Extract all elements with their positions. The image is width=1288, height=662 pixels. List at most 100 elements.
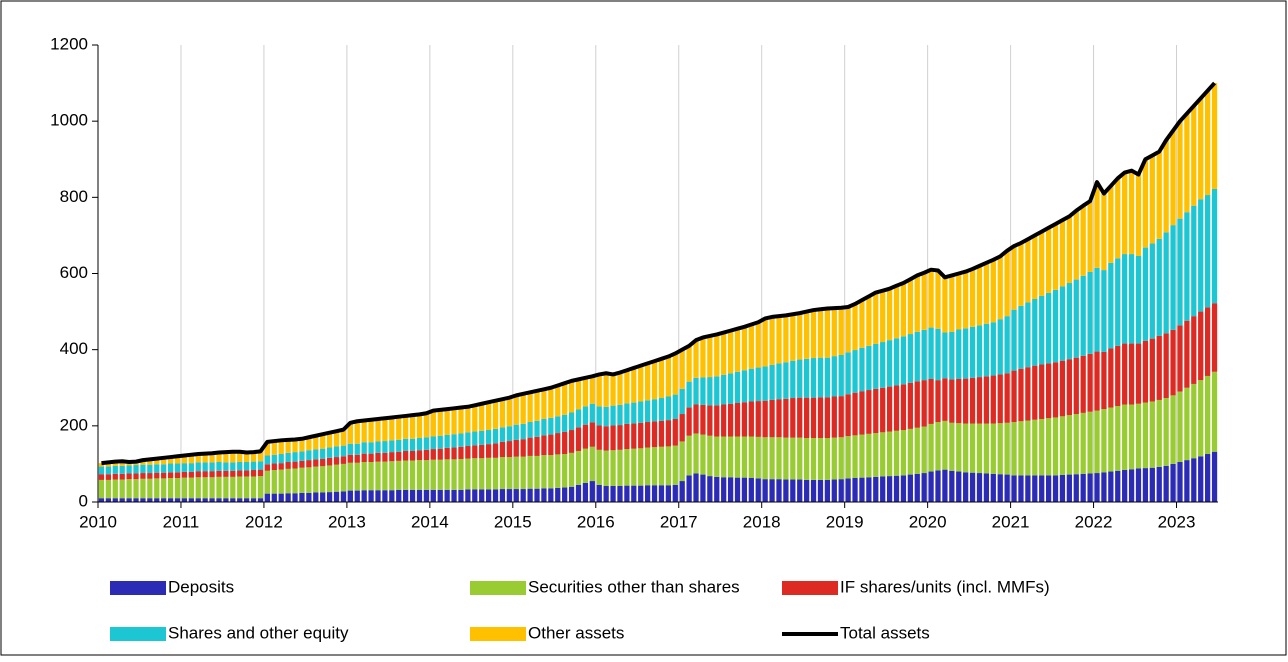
bar-segment	[631, 485, 637, 502]
bar-segment	[1135, 255, 1142, 344]
bar-segment	[1211, 371, 1218, 452]
bar-segment	[1025, 302, 1031, 368]
bar-segment	[541, 418, 547, 436]
bar-segment	[568, 380, 575, 413]
bar-segment	[624, 423, 630, 450]
bar-segment	[98, 474, 105, 480]
bar-segment	[396, 451, 402, 461]
bar-segment	[969, 423, 976, 473]
bar-segment	[983, 323, 990, 377]
bar-segment	[1101, 270, 1107, 352]
bar-segment	[1080, 355, 1086, 413]
bar-segment	[368, 453, 374, 463]
bar-segment	[1135, 403, 1142, 469]
bar-segment	[126, 498, 132, 502]
bar-segment	[340, 456, 347, 464]
bar-segment	[1115, 258, 1121, 346]
bar-segment	[983, 423, 990, 474]
bar-segment	[534, 436, 540, 456]
bar-segment	[216, 470, 222, 477]
bar-segment	[783, 315, 789, 363]
bar-segment	[1018, 243, 1024, 306]
bar-segment	[921, 329, 927, 381]
y-tick-label: 200	[60, 415, 88, 434]
bar-segment	[320, 448, 326, 459]
bar-segment	[285, 493, 291, 502]
bar-segment	[278, 469, 284, 494]
bar-segment	[672, 418, 678, 446]
bar-segment	[596, 374, 602, 407]
bar-segment	[845, 436, 851, 479]
bar-segment	[804, 311, 810, 359]
bar-segment	[340, 491, 347, 502]
bar-segment	[686, 345, 692, 382]
bar-segment	[534, 420, 540, 437]
bar-segment	[880, 290, 886, 343]
bar-segment	[423, 449, 430, 461]
x-tick-label: 2010	[79, 512, 117, 531]
bar-segment	[824, 308, 831, 358]
bar-segment	[285, 468, 291, 494]
bar-segment	[949, 275, 955, 332]
bar-segment	[1059, 474, 1066, 502]
bar-segment	[900, 384, 907, 431]
bar-segment	[299, 492, 305, 502]
bar-segment	[195, 471, 201, 478]
bar-segment	[230, 498, 236, 502]
bar-segment	[1025, 239, 1031, 303]
bar-segment	[762, 437, 768, 480]
bar-segment	[492, 443, 499, 458]
bar-segment	[575, 450, 582, 485]
bar-segment	[824, 438, 831, 480]
bar-segment	[1039, 364, 1045, 419]
bar-segment	[1156, 151, 1162, 239]
bar-segment	[368, 442, 374, 454]
bar-segment	[928, 423, 934, 472]
bar-segment	[845, 352, 851, 395]
bar-segment	[997, 423, 1003, 475]
bar-segment	[859, 477, 865, 502]
bar-segment	[216, 476, 222, 499]
bar-segment	[485, 489, 492, 502]
bar-segment	[479, 403, 485, 431]
bar-segment	[555, 416, 561, 434]
bar-segment	[105, 498, 111, 502]
bar-segment	[423, 460, 430, 490]
bar-segment	[513, 489, 519, 502]
bar-segment	[534, 488, 540, 502]
bar-segment	[237, 476, 243, 499]
bar-segment	[665, 446, 671, 486]
bar-segment	[1122, 172, 1128, 255]
bar-segment	[852, 435, 858, 479]
bar-segment	[907, 382, 913, 429]
bar-segment	[624, 370, 630, 404]
bar-segment	[942, 469, 948, 502]
bar-segment	[914, 473, 920, 502]
bar-segment	[416, 414, 423, 439]
bar-segment	[195, 454, 201, 463]
bar-segment	[990, 473, 996, 502]
bar-segment	[195, 462, 201, 472]
bar-segment	[451, 408, 457, 435]
bar-segment	[485, 444, 492, 458]
legend-label: Shares and other equity	[168, 623, 349, 642]
bar-segment	[824, 357, 831, 398]
bar-segment	[1039, 295, 1045, 365]
bar-segment	[907, 334, 913, 383]
bar-segment	[880, 387, 886, 433]
bar-segment	[734, 477, 741, 502]
bar-segment	[852, 303, 858, 351]
bar-segment	[485, 402, 492, 431]
bar-segment	[707, 476, 713, 502]
bar-segment	[223, 476, 229, 499]
bar-segment	[479, 489, 485, 502]
bar-segment	[1018, 368, 1024, 422]
bar-segment	[230, 451, 236, 463]
bar-segment	[382, 461, 388, 491]
bar-segment	[665, 356, 671, 397]
bar-segment	[209, 471, 215, 478]
bar-segment	[119, 479, 125, 499]
bar-segment	[734, 402, 741, 437]
bar-segment	[1101, 351, 1107, 410]
